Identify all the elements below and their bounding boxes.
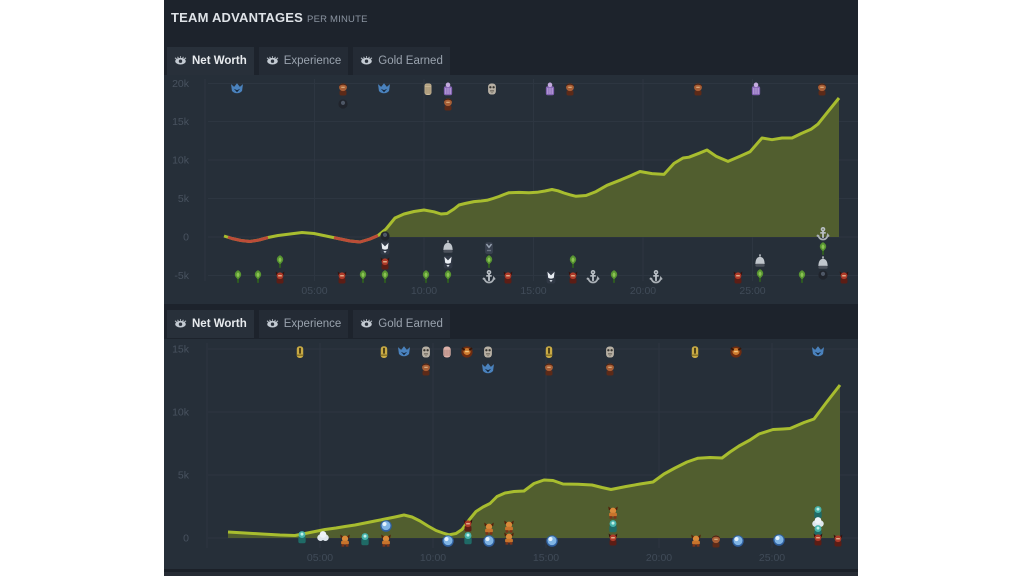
svg-text:0: 0 <box>183 533 189 545</box>
svg-text:15:00: 15:00 <box>520 285 546 297</box>
svg-text:0: 0 <box>183 232 189 244</box>
svg-text:25:00: 25:00 <box>759 552 785 564</box>
svg-text:15k: 15k <box>172 344 190 356</box>
svg-text:-5k: -5k <box>174 270 189 282</box>
svg-text:20k: 20k <box>172 78 190 90</box>
svg-text:05:00: 05:00 <box>301 285 327 297</box>
svg-text:5k: 5k <box>178 193 190 205</box>
svg-text:15:00: 15:00 <box>533 552 559 564</box>
svg-text:5k: 5k <box>178 470 190 482</box>
svg-text:10k: 10k <box>172 407 190 419</box>
svg-text:10:00: 10:00 <box>411 285 437 297</box>
svg-text:05:00: 05:00 <box>307 552 333 564</box>
svg-text:20:00: 20:00 <box>630 285 656 297</box>
svg-text:15k: 15k <box>172 116 190 128</box>
svg-text:25:00: 25:00 <box>739 285 765 297</box>
svg-text:10:00: 10:00 <box>420 552 446 564</box>
svg-text:10k: 10k <box>172 155 190 167</box>
svg-text:20:00: 20:00 <box>646 552 672 564</box>
